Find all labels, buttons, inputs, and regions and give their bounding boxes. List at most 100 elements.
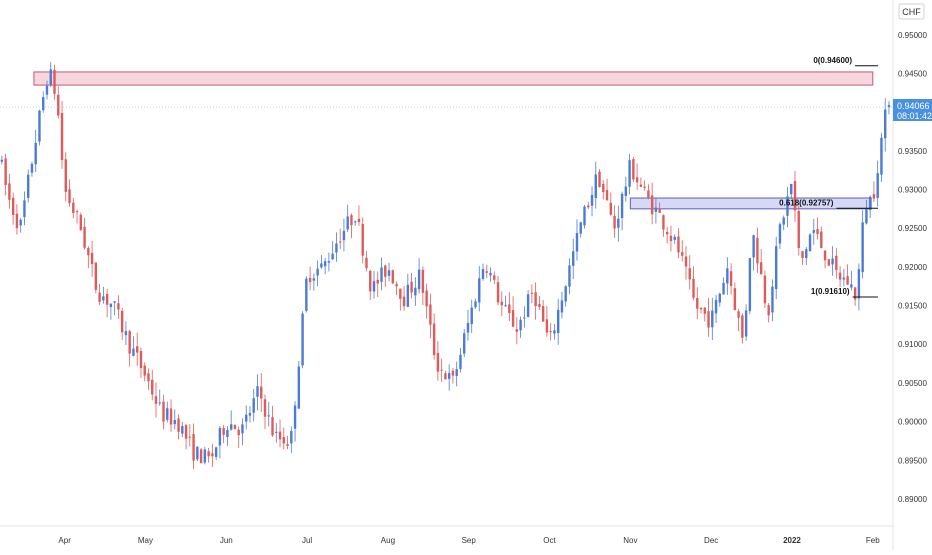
candle-body — [459, 354, 462, 370]
candle-body — [519, 319, 522, 331]
candles-layer — [0, 62, 891, 469]
candle-body — [632, 159, 635, 180]
candle-body — [759, 262, 763, 275]
candle-body — [252, 398, 255, 413]
fib-layer: 0(0.94600) 0.618(0.92757) 1(0.91610) — [779, 56, 878, 298]
candle-body — [151, 379, 154, 395]
candle-body — [327, 261, 331, 263]
candle-body — [887, 105, 891, 108]
candle-body — [771, 286, 774, 313]
candle-body — [572, 251, 575, 266]
candle-body — [812, 230, 815, 233]
y-tick-label: 0.95000 — [898, 31, 927, 40]
candle-body — [436, 352, 440, 372]
candle-body — [478, 278, 481, 303]
candle-body — [639, 184, 643, 187]
x-tick-label: Feb — [866, 536, 880, 545]
candle-body — [395, 284, 398, 287]
candle-body — [481, 269, 485, 279]
candle-body — [132, 348, 135, 356]
x-tick-label: Jun — [220, 536, 233, 545]
x-tick-label: Nov — [623, 536, 637, 545]
candle-body — [504, 305, 507, 307]
candle-body — [181, 426, 184, 434]
candle-body — [15, 213, 19, 229]
candle-body — [320, 263, 323, 268]
candle-body — [335, 243, 338, 253]
candle-body — [19, 219, 22, 226]
candle-body — [278, 431, 282, 440]
fib-label: 0(0.94600) — [813, 56, 852, 65]
candle-body — [726, 268, 729, 284]
candle-body — [297, 366, 301, 409]
candle-body — [245, 414, 248, 422]
candle-body — [526, 294, 530, 317]
candle-body — [696, 297, 699, 309]
candle-body — [778, 224, 782, 244]
last-price-tag: 0.94066 08:01:42 — [893, 99, 932, 121]
candle-body — [203, 449, 207, 463]
candle-body — [421, 269, 425, 293]
candle-body — [391, 270, 394, 284]
y-tick-label: 0.93500 — [898, 147, 927, 156]
x-tick-label: Aug — [381, 536, 395, 545]
candle-body — [756, 237, 759, 264]
candle-body — [410, 281, 413, 293]
candle-body — [534, 292, 537, 307]
candle-body — [139, 350, 143, 369]
candle-body — [350, 215, 353, 226]
y-tick-label: 0.92500 — [898, 224, 927, 233]
candle-body — [722, 282, 725, 295]
candle-body — [793, 181, 797, 211]
candle-body — [801, 251, 804, 258]
candle-body — [169, 408, 173, 425]
candle-body — [718, 293, 722, 303]
candle-body — [620, 193, 624, 218]
currency-badge[interactable]: CHF — [898, 3, 925, 20]
candle-body — [331, 253, 334, 260]
candle-body — [767, 305, 770, 316]
y-tick-label: 0.89000 — [898, 495, 927, 504]
candle-body — [342, 230, 346, 241]
candle-body — [226, 429, 229, 437]
fib-label: 0.618(0.92757) — [779, 198, 834, 207]
candle-body — [117, 303, 120, 310]
candle-body — [820, 231, 823, 248]
candle-body — [733, 288, 737, 310]
candle-body — [158, 402, 161, 404]
candle-body — [827, 259, 831, 266]
candle-body — [399, 288, 402, 299]
candle-body — [511, 310, 515, 327]
candle-body — [692, 278, 695, 298]
candle-body — [523, 317, 526, 319]
y-tick-label: 0.89500 — [898, 456, 927, 465]
candle-body — [654, 207, 658, 212]
candle-body — [263, 399, 267, 417]
candle-body — [417, 269, 421, 290]
y-tick-label: 0.90000 — [898, 418, 927, 427]
candle-body — [853, 287, 857, 300]
candle-body — [583, 206, 586, 226]
candle-body — [699, 307, 703, 310]
candle-body — [241, 424, 244, 434]
candle-body — [865, 208, 868, 224]
candle-body — [26, 174, 30, 198]
candle-body — [609, 202, 613, 215]
candle-body — [805, 249, 808, 259]
candle-body — [11, 197, 15, 215]
candle-body — [196, 446, 199, 460]
candle-body — [380, 267, 383, 282]
candle-body — [162, 401, 165, 422]
candle-body — [308, 277, 312, 283]
candle-body — [23, 200, 26, 218]
candle-body — [658, 208, 661, 213]
candle-body — [677, 236, 680, 253]
candle-body — [49, 69, 52, 85]
candle-body — [38, 110, 41, 142]
candle-body — [354, 221, 357, 223]
candle-body — [714, 299, 718, 314]
candle-body — [831, 258, 834, 265]
candle-body — [60, 113, 64, 161]
candle-body — [774, 246, 778, 290]
